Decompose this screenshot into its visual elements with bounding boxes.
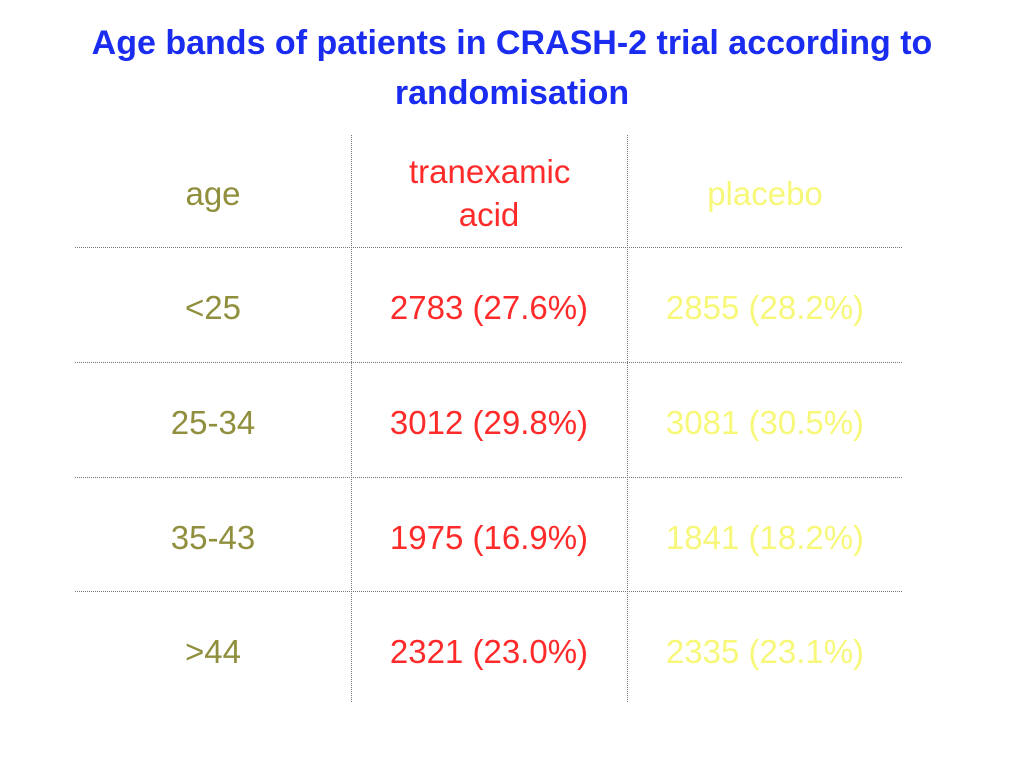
- row-divider: [75, 591, 902, 592]
- table-cell: 1841 (18.2%): [665, 518, 865, 556]
- table-cell: <25: [185, 288, 241, 326]
- table-cell: 35-43: [170, 518, 256, 556]
- row-divider: [75, 477, 902, 478]
- header-cell: age: [185, 174, 241, 212]
- row-divider: [75, 362, 902, 363]
- table-cell: 2855 (28.2%): [665, 288, 865, 326]
- header-cell: placebo: [707, 174, 823, 212]
- table-cell: 3012 (29.8%): [389, 403, 589, 441]
- column-divider: [351, 135, 352, 702]
- table-cell: 3081 (30.5%): [665, 403, 865, 441]
- column-divider: [627, 135, 628, 702]
- table-cell: 25-34: [170, 403, 256, 441]
- table-cell: 1975 (16.9%): [389, 518, 589, 556]
- table-cell: 2783 (27.6%): [389, 288, 589, 326]
- slide-title: Age bands of patients in CRASH-2 trial a…: [91, 24, 933, 112]
- header-cell: tranexamic acid: [409, 153, 571, 233]
- table-cell: 2321 (23.0%): [389, 632, 589, 670]
- table-cell: >44: [185, 632, 241, 670]
- row-divider: [75, 247, 902, 248]
- table-cell: 2335 (23.1%): [665, 632, 865, 670]
